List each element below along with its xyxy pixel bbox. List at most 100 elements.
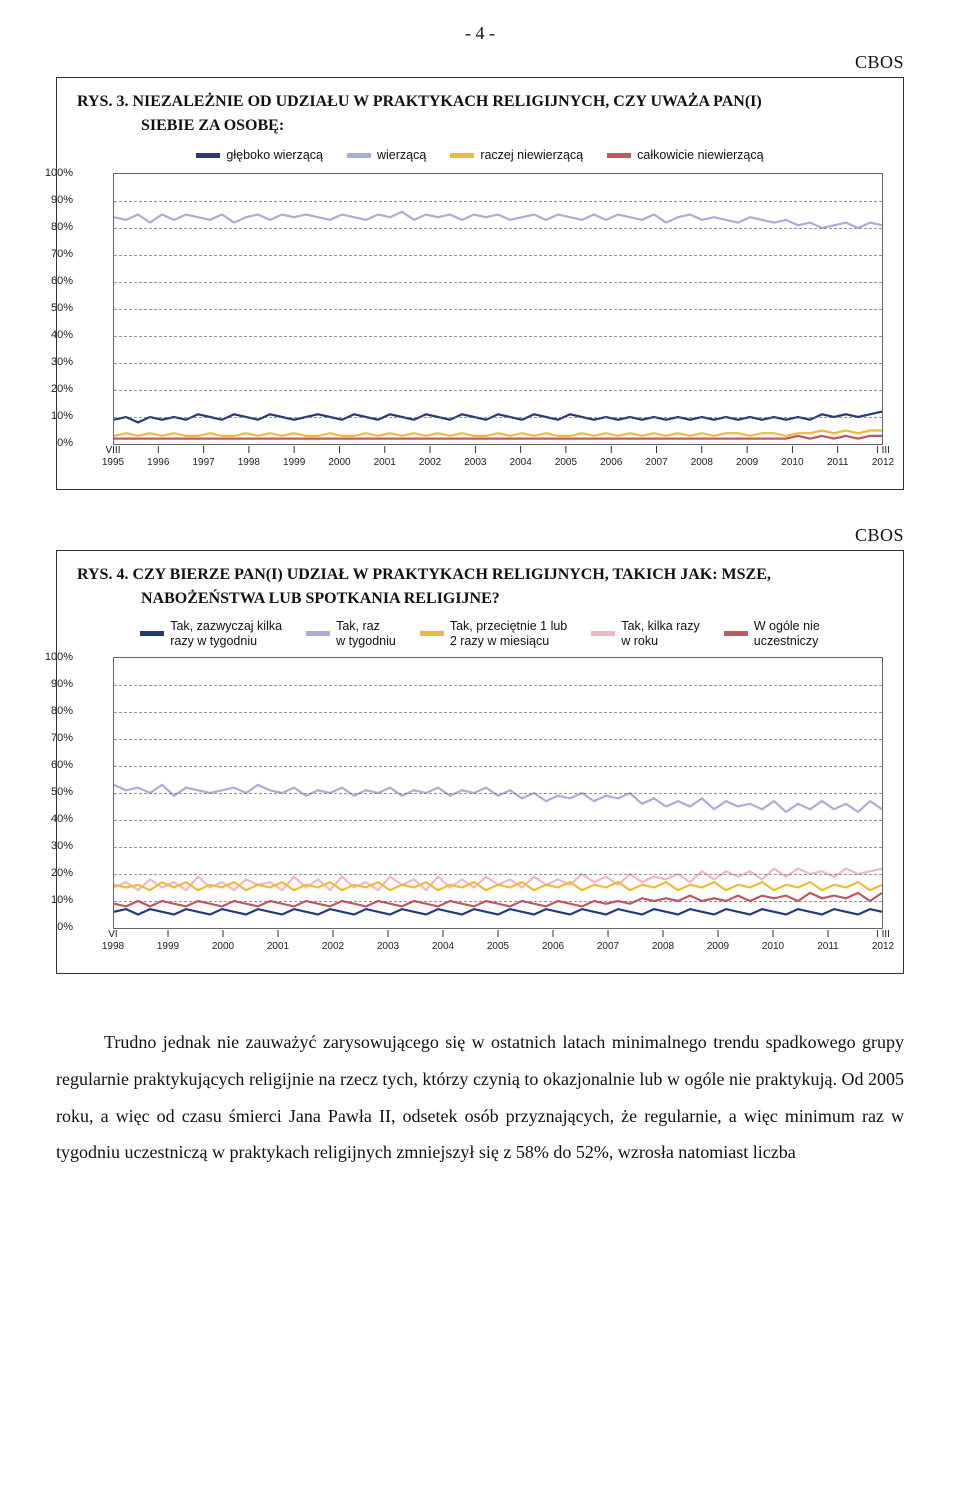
legend-label: Tak, razw tygodniu — [336, 619, 396, 649]
legend-swatch — [196, 153, 220, 158]
xtick-label: I2007 — [645, 445, 667, 469]
ytick-label: 60% — [51, 273, 73, 290]
legend-item: raczej niewierzącą — [450, 146, 583, 165]
xtick-label: I1999 — [157, 929, 179, 953]
xtick-label: I2009 — [736, 445, 758, 469]
page-number: - 4 - — [56, 20, 904, 47]
legend-item: W ogóle nieuczestniczy — [724, 619, 820, 649]
ytick-label: 40% — [51, 811, 73, 828]
legend-label: wierzącą — [377, 146, 426, 165]
xtick-label: I1999 — [283, 445, 305, 469]
xtick-label: I1998 — [238, 445, 260, 469]
chart2-title-line1: CZY BIERZE PAN(I) UDZIAŁ W PRAKTYKACH RE… — [132, 566, 770, 583]
chart2-title-line2: NABOŻEŃSTWA LUB SPOTKANIA RELIGIJNE? — [77, 587, 883, 611]
chart1-legend: głęboko wierzącą wierzącą raczej niewierzą… — [77, 146, 883, 165]
xtick-label: I2004 — [510, 445, 532, 469]
ytick-label: 50% — [51, 784, 73, 801]
ytick-label: 70% — [51, 246, 73, 263]
xtick-label: I2010 — [762, 929, 784, 953]
chart-rys3: RYS. 3. NIEZALEŻNIE OD UDZIAŁU W PRAKTYK… — [56, 77, 904, 490]
xtick-label: I2000 — [212, 929, 234, 953]
xtick-label: I2010 — [781, 445, 803, 469]
ytick-label: 10% — [51, 892, 73, 909]
xtick-label: I2002 — [419, 445, 441, 469]
xtick-label: I1997 — [192, 445, 214, 469]
chart2-legend: Tak, zazwyczaj kilkarazy w tygodniu Tak, … — [77, 619, 883, 649]
xtick-label: I2000 — [328, 445, 350, 469]
chart2-xlabels: VI1998I1999I2000I2001I2002I2003I2004I200… — [113, 929, 883, 963]
body-paragraph: Trudno jednak nie zauważyć zarysowująceg… — [56, 1024, 904, 1172]
legend-label: całkowicie niewierzącą — [637, 146, 763, 165]
legend-label: Tak, przeciętnie 1 lub2 razy w miesiącu — [450, 619, 567, 649]
legend-swatch — [450, 153, 474, 158]
xtick-label: I2003 — [464, 445, 486, 469]
ytick-label: 90% — [51, 192, 73, 209]
ytick-label: 100% — [45, 165, 73, 182]
xtick-label: I2005 — [555, 445, 577, 469]
ytick-label: 90% — [51, 676, 73, 693]
chart1-plot — [113, 173, 883, 445]
legend-swatch — [591, 631, 615, 636]
xtick-label: I2001 — [374, 445, 396, 469]
ytick-label: 30% — [51, 354, 73, 371]
xtick-label: I2011 — [817, 929, 839, 953]
ytick-label: 20% — [51, 865, 73, 882]
chart1-title-line1: NIEZALEŻNIE OD UDZIAŁU W PRAKTYKACH RELI… — [132, 93, 761, 110]
legend-label: głęboko wierzącą — [226, 146, 323, 165]
xtick-label: I1996 — [147, 445, 169, 469]
legend-swatch — [306, 631, 330, 636]
xtick-label: I III2012 — [872, 445, 894, 469]
xtick-label: VIII1995 — [102, 445, 124, 469]
ytick-label: 20% — [51, 381, 73, 398]
legend-item: Tak, kilka razyw roku — [591, 619, 700, 649]
legend-item: całkowicie niewierzącą — [607, 146, 763, 165]
legend-label: raczej niewierzącą — [480, 146, 583, 165]
xtick-label: I2001 — [267, 929, 289, 953]
xtick-label: I2006 — [542, 929, 564, 953]
chart2-plot — [113, 657, 883, 929]
legend-swatch — [724, 631, 748, 636]
xtick-label: VI1998 — [102, 929, 124, 953]
ytick-label: 100% — [45, 649, 73, 666]
legend-swatch — [347, 153, 371, 158]
chart2-num: RYS. 4. — [77, 566, 128, 583]
legend-label: Tak, kilka razyw roku — [621, 619, 700, 649]
xtick-label: I2002 — [322, 929, 344, 953]
legend-swatch — [607, 153, 631, 158]
legend-item: Tak, przeciętnie 1 lub2 razy w miesiącu — [420, 619, 567, 649]
ytick-label: 80% — [51, 703, 73, 720]
chart1-title-line2: SIEBIE ZA OSOBĘ: — [77, 114, 883, 138]
chart1-num: RYS. 3. — [77, 93, 128, 110]
legend-label: Tak, zazwyczaj kilkarazy w tygodniu — [170, 619, 282, 649]
ytick-label: 40% — [51, 327, 73, 344]
ytick-label: 50% — [51, 300, 73, 317]
legend-item: wierzącą — [347, 146, 426, 165]
legend-swatch — [140, 631, 164, 636]
legend-label: W ogóle nieuczestniczy — [754, 619, 820, 649]
legend-item: Tak, zazwyczaj kilkarazy w tygodniu — [140, 619, 282, 649]
xtick-label: I III2012 — [872, 929, 894, 953]
ytick-label: 0% — [57, 435, 73, 452]
legend-item: Tak, razw tygodniu — [306, 619, 396, 649]
ytick-label: 80% — [51, 219, 73, 236]
xtick-label: I2008 — [652, 929, 674, 953]
ytick-label: 0% — [57, 919, 73, 936]
chart1-xlabels: VIII1995I1996I1997I1998I1999I2000I2001I2… — [113, 445, 883, 479]
xtick-label: I2007 — [597, 929, 619, 953]
xtick-label: I2005 — [487, 929, 509, 953]
chart-rys4: RYS. 4. CZY BIERZE PAN(I) UDZIAŁ W PRAKT… — [56, 550, 904, 974]
cbos-tag-2: CBOS — [855, 522, 904, 549]
xtick-label: I2011 — [827, 445, 849, 469]
ytick-label: 10% — [51, 408, 73, 425]
ytick-label: 30% — [51, 838, 73, 855]
xtick-label: I2008 — [691, 445, 713, 469]
legend-item: głęboko wierzącą — [196, 146, 323, 165]
xtick-label: I2006 — [600, 445, 622, 469]
xtick-label: I2003 — [377, 929, 399, 953]
xtick-label: I2009 — [707, 929, 729, 953]
xtick-label: I2004 — [432, 929, 454, 953]
ytick-label: 70% — [51, 730, 73, 747]
cbos-tag: CBOS — [855, 49, 904, 76]
ytick-label: 60% — [51, 757, 73, 774]
legend-swatch — [420, 631, 444, 636]
